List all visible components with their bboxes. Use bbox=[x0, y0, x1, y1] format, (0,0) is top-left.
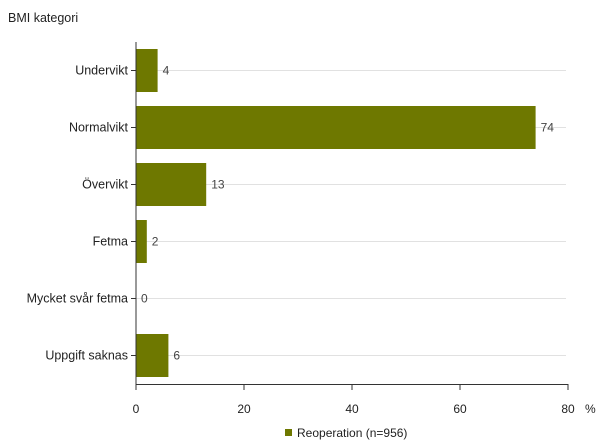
x-tick-label: 0 bbox=[133, 402, 140, 416]
data-label: 4 bbox=[163, 64, 170, 78]
legend-entry-label: Reoperation (n=956) bbox=[297, 426, 407, 440]
axes bbox=[131, 42, 569, 390]
category-label: Mycket svår fetma bbox=[27, 292, 128, 306]
legend-swatch bbox=[285, 429, 292, 436]
category-label: Uppgift saknas bbox=[45, 349, 128, 363]
bar bbox=[136, 220, 147, 263]
category-label: Övervikt bbox=[82, 178, 128, 192]
category-label: Fetma bbox=[93, 235, 128, 249]
bar bbox=[136, 49, 158, 92]
data-label: 0 bbox=[141, 292, 148, 306]
x-tick-label: 60 bbox=[453, 402, 467, 416]
data-label: 74 bbox=[541, 121, 555, 135]
x-axis-unit-label: % bbox=[585, 402, 596, 416]
bars bbox=[136, 49, 536, 377]
data-label: 13 bbox=[211, 178, 225, 192]
x-tick-label: 40 bbox=[345, 402, 359, 416]
category-label: Normalvikt bbox=[69, 121, 129, 135]
data-label: 2 bbox=[152, 235, 159, 249]
labels: Undervikt 4 Normalvikt 74 Övervikt 13 Fetma 2 My… bbox=[27, 64, 575, 417]
bar bbox=[136, 163, 207, 206]
category-label: Undervikt bbox=[75, 64, 128, 78]
bar bbox=[136, 106, 536, 149]
x-tick-label: 20 bbox=[237, 402, 251, 416]
bar bbox=[136, 334, 169, 377]
y-axis-title: BMI kategori bbox=[8, 11, 78, 25]
x-tick-label: 80 bbox=[561, 402, 575, 416]
data-label: 6 bbox=[173, 349, 180, 363]
legend: Reoperation (n=956) bbox=[285, 426, 407, 440]
